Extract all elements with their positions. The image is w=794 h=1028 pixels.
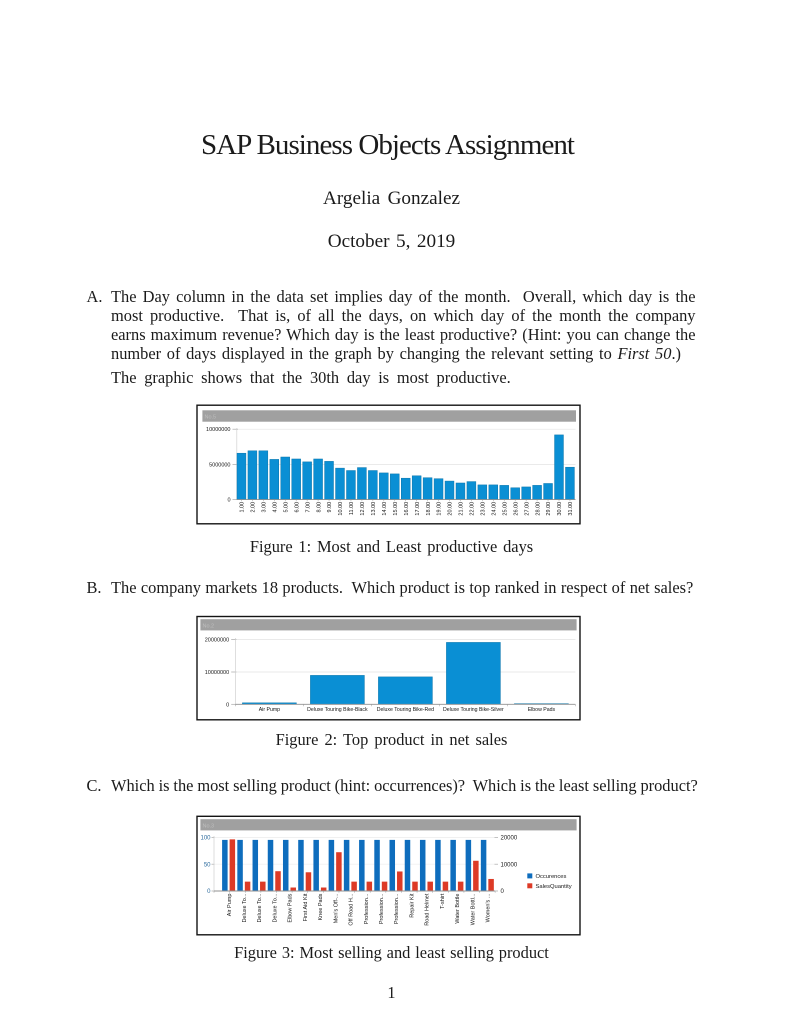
- svg-text:20000000: 20000000: [205, 638, 229, 644]
- svg-text:0: 0: [226, 702, 229, 708]
- svg-text:2.00: 2.00: [251, 502, 257, 513]
- svg-text:10000000: 10000000: [206, 427, 230, 433]
- svg-text:0: 0: [227, 498, 230, 504]
- svg-text:Water Bottle: Water Bottle: [455, 894, 461, 924]
- svg-text:21.00: 21.00: [459, 502, 465, 516]
- svg-text:Women's ...: Women's ...: [486, 893, 492, 922]
- svg-text:Off Road H...: Off Road H...: [349, 893, 355, 925]
- svg-text:T-shirt: T-shirt: [440, 893, 446, 909]
- svg-text:Road Helmet: Road Helmet: [425, 893, 431, 926]
- svg-text:29.00: 29.00: [546, 502, 552, 516]
- svg-text:Knee Pads: Knee Pads: [318, 893, 324, 920]
- svg-text:23.00: 23.00: [481, 502, 487, 516]
- svg-text:0: 0: [501, 889, 505, 895]
- svg-text:14.00: 14.00: [382, 502, 388, 516]
- svg-text:12.00: 12.00: [360, 502, 366, 516]
- svg-text:No.3: No.3: [203, 823, 215, 829]
- svg-text:6.00: 6.00: [294, 502, 300, 513]
- svg-text:17.00: 17.00: [415, 502, 421, 516]
- svg-text:18.00: 18.00: [426, 502, 432, 516]
- svg-text:1.00: 1.00: [240, 502, 246, 513]
- svg-text:26.00: 26.00: [513, 502, 519, 516]
- svg-text:7.00: 7.00: [305, 502, 311, 513]
- svg-text:Deluxe Touring Bike-Red: Deluxe Touring Bike-Red: [377, 707, 434, 713]
- svg-text:Deluxe To...: Deluxe To...: [257, 893, 263, 922]
- svg-text:Repair Kit: Repair Kit: [409, 893, 415, 918]
- svg-text:Deluxe Touring Bike-Silver: Deluxe Touring Bike-Silver: [443, 707, 504, 713]
- svg-text:Air Pump: Air Pump: [259, 707, 280, 713]
- svg-text:Deluxe To...: Deluxe To...: [272, 893, 278, 922]
- svg-text:Deluxe Touring Bike-Black: Deluxe Touring Bike-Black: [307, 707, 368, 713]
- svg-text:Deluxe To...: Deluxe To...: [242, 893, 248, 922]
- svg-text:27.00: 27.00: [524, 502, 530, 516]
- svg-text:25.00: 25.00: [502, 502, 508, 516]
- svg-text:No.5: No.5: [205, 415, 217, 421]
- svg-text:10000000: 10000000: [205, 670, 229, 676]
- svg-text:Men's Off-...: Men's Off-...: [333, 893, 339, 923]
- svg-text:19.00: 19.00: [437, 502, 443, 516]
- svg-text:0: 0: [207, 889, 211, 895]
- svg-text:22.00: 22.00: [470, 502, 476, 516]
- svg-text:24.00: 24.00: [492, 502, 498, 516]
- svg-text:Water Bottl...: Water Bottl...: [470, 893, 476, 925]
- svg-text:13.00: 13.00: [371, 502, 377, 516]
- svg-text:4.00: 4.00: [273, 502, 279, 513]
- svg-text:28.00: 28.00: [535, 502, 541, 516]
- svg-text:11.00: 11.00: [349, 502, 355, 515]
- svg-text:20.00: 20.00: [448, 502, 454, 516]
- svg-text:Elbow Pads: Elbow Pads: [528, 707, 556, 713]
- svg-text:10000: 10000: [501, 862, 518, 868]
- svg-text:SalesQuantity: SalesQuantity: [536, 884, 572, 890]
- svg-text:10.00: 10.00: [338, 502, 344, 516]
- svg-text:3.00: 3.00: [262, 502, 268, 513]
- svg-text:31.00: 31.00: [568, 502, 574, 516]
- svg-text:100: 100: [200, 836, 211, 842]
- svg-text:9.00: 9.00: [327, 502, 333, 513]
- svg-text:Profession...: Profession...: [379, 893, 385, 924]
- svg-text:5000000: 5000000: [209, 462, 230, 468]
- svg-text:50: 50: [204, 862, 211, 868]
- svg-text:5.00: 5.00: [283, 502, 289, 513]
- svg-text:Elbow Pads: Elbow Pads: [288, 893, 294, 922]
- svg-text:15.00: 15.00: [393, 502, 399, 516]
- svg-text:No.2: No.2: [203, 623, 215, 629]
- svg-text:Profession...: Profession...: [364, 893, 370, 924]
- svg-text:Air Pump: Air Pump: [227, 894, 233, 917]
- svg-text:Occurences: Occurences: [536, 874, 567, 880]
- svg-text:20000: 20000: [501, 836, 518, 842]
- svg-text:16.00: 16.00: [404, 502, 410, 516]
- svg-text:Profession...: Profession...: [394, 893, 400, 924]
- svg-text:8.00: 8.00: [316, 502, 322, 513]
- svg-text:30.00: 30.00: [557, 502, 563, 516]
- svg-text:First Aid Kit: First Aid Kit: [303, 893, 309, 921]
